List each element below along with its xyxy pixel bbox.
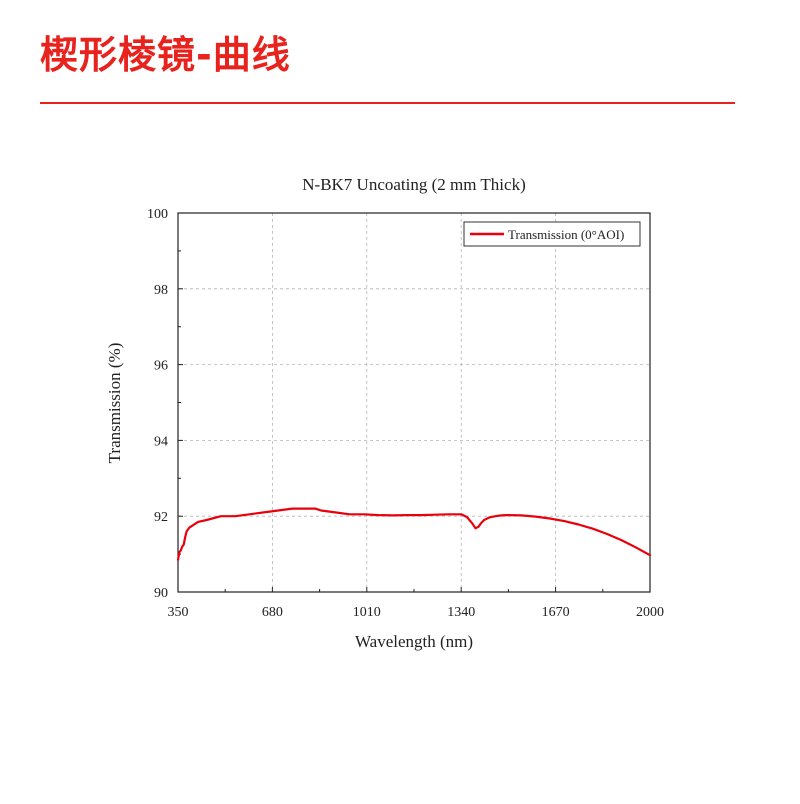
plot-frame xyxy=(177,212,651,593)
x-tick-label: 1670 xyxy=(542,605,570,620)
ticks: 350 680 1010 1340 1670 2000 90 92 94 96 98 100 xyxy=(147,207,664,620)
x-tick-label: 1340 xyxy=(447,605,475,620)
title-underline xyxy=(40,102,735,104)
x-axis-label: Wavelength (nm) xyxy=(355,632,473,651)
y-tick-label: 94 xyxy=(154,434,168,449)
grid-lines xyxy=(178,213,650,592)
chart-title: N-BK7 Uncoating (2 mm Thick) xyxy=(302,175,525,194)
page-header: 楔形棱镜-曲线 xyxy=(40,33,735,104)
x-tick-label: 2000 xyxy=(636,605,664,620)
series-line xyxy=(176,507,652,561)
legend-label: Transmission (0°AOI) xyxy=(508,227,624,242)
y-tick-label: 92 xyxy=(154,510,168,525)
y-tick-label: 98 xyxy=(154,283,168,298)
axes xyxy=(177,212,651,593)
y-axis-label: Transmission (%) xyxy=(105,343,124,464)
page-title: 楔形棱镜-曲线 xyxy=(40,33,291,77)
x-tick-label: 680 xyxy=(262,605,283,620)
y-tick-label: 100 xyxy=(147,207,168,222)
y-tick-label: 90 xyxy=(154,586,168,601)
x-tick-label: 1010 xyxy=(353,605,381,620)
legend: Transmission (0°AOI) xyxy=(463,221,641,247)
series xyxy=(176,507,652,561)
x-tick-label: 350 xyxy=(168,605,189,620)
y-tick-label: 96 xyxy=(154,359,168,374)
